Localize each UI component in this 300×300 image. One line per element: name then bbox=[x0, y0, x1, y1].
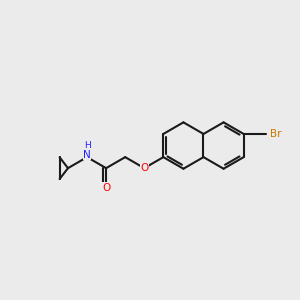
Text: N: N bbox=[83, 150, 91, 160]
Text: H: H bbox=[84, 141, 91, 150]
Text: O: O bbox=[102, 183, 110, 193]
Text: O: O bbox=[140, 163, 148, 173]
Text: Br: Br bbox=[270, 129, 282, 139]
